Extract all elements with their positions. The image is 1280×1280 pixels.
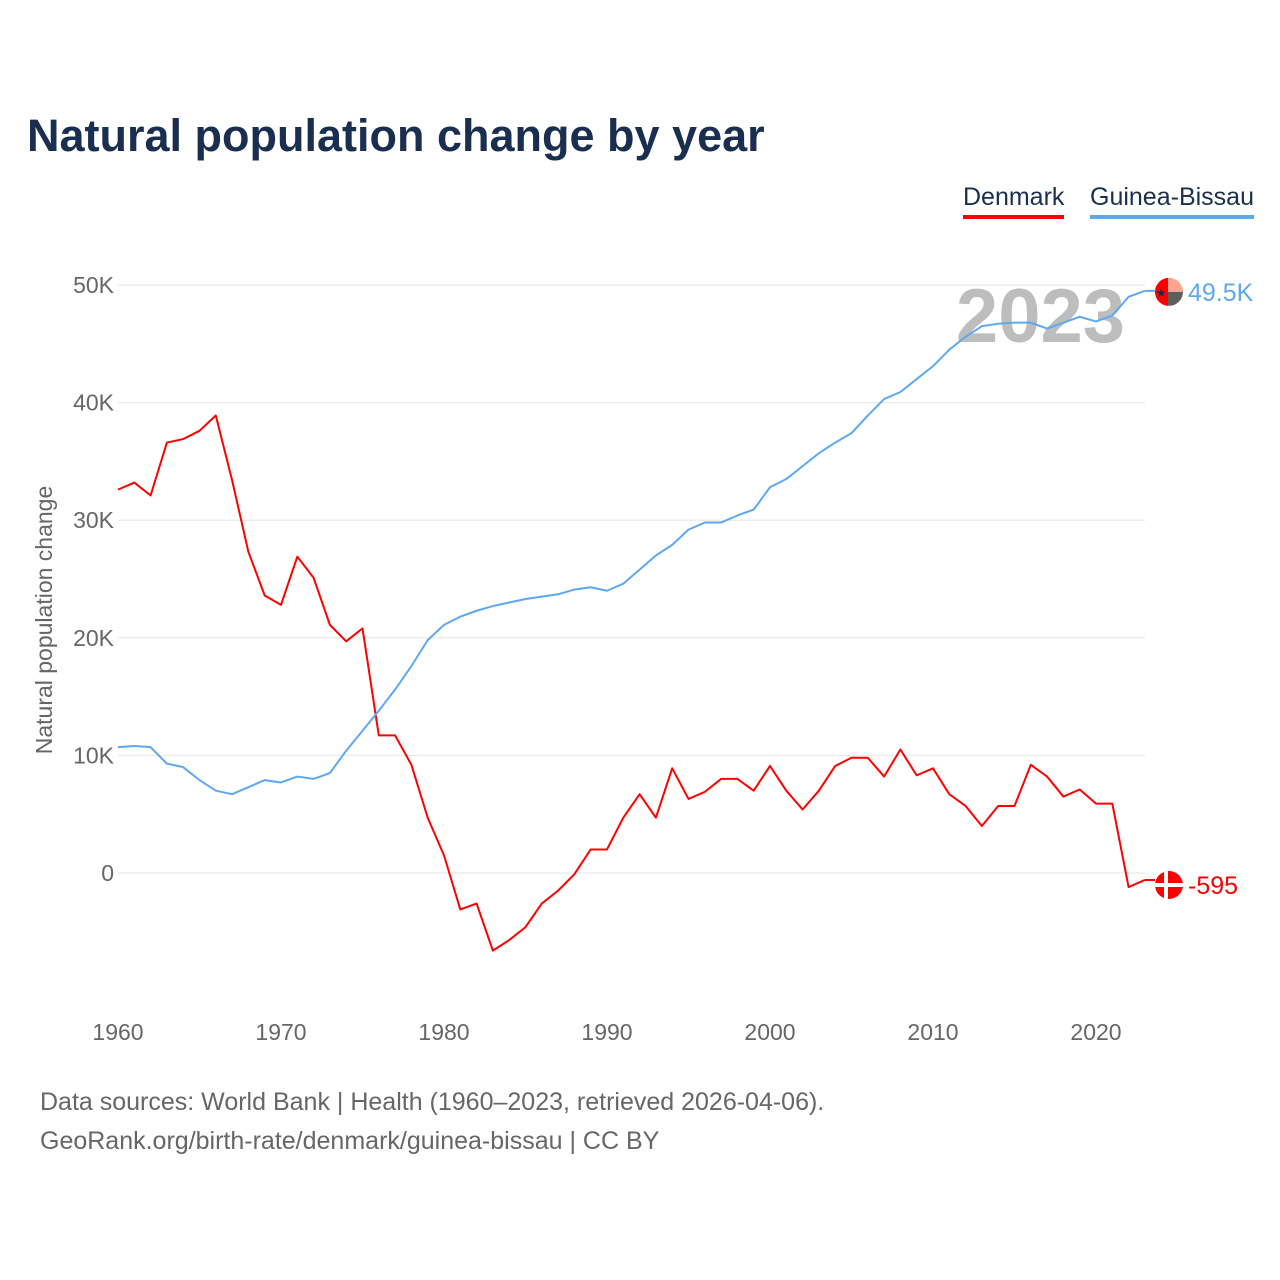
end-value-label: 49.5K xyxy=(1188,279,1254,307)
denmark-flag-icon xyxy=(1155,870,1183,899)
legend-denmark[interactable]: Denmark xyxy=(963,183,1065,219)
svg-text:★: ★ xyxy=(1156,286,1167,300)
x-tick-label: 1960 xyxy=(92,1019,143,1045)
chart-title: Natural population change by year xyxy=(27,110,765,161)
y-tick-label: 40K xyxy=(73,390,115,416)
y-tick-label: 20K xyxy=(73,625,115,651)
y-tick-label: 50K xyxy=(73,272,115,298)
end-value-label: -595 xyxy=(1188,872,1238,900)
x-tick-label: 2000 xyxy=(744,1019,795,1045)
x-tick-label: 1970 xyxy=(255,1019,306,1045)
y-tick-label: 30K xyxy=(73,507,115,533)
y-tick-label: 0 xyxy=(101,860,114,886)
series-line-guinea-bissau xyxy=(117,289,1146,796)
series-line-denmark xyxy=(117,414,1146,952)
x-tick-label: 2010 xyxy=(907,1019,958,1045)
year-label: 2023 xyxy=(956,274,1125,359)
data-source: Data sources: World Bank | Health (1960–… xyxy=(40,1088,825,1116)
y-axis-label: Natural population change xyxy=(31,486,57,755)
x-tick-label: 1990 xyxy=(581,1019,632,1045)
source-link[interactable]: GeoRank.org/birth-rate/denmark/guinea-bi… xyxy=(40,1127,660,1155)
x-tick-label: 2020 xyxy=(1070,1019,1121,1045)
x-tick-label: 1980 xyxy=(418,1019,469,1045)
y-tick-label: 10K xyxy=(73,742,115,768)
legend-guinea-bissau[interactable]: Guinea-Bissau xyxy=(1090,183,1254,219)
guinea-bissau-flag-icon: ★ xyxy=(1155,277,1183,306)
